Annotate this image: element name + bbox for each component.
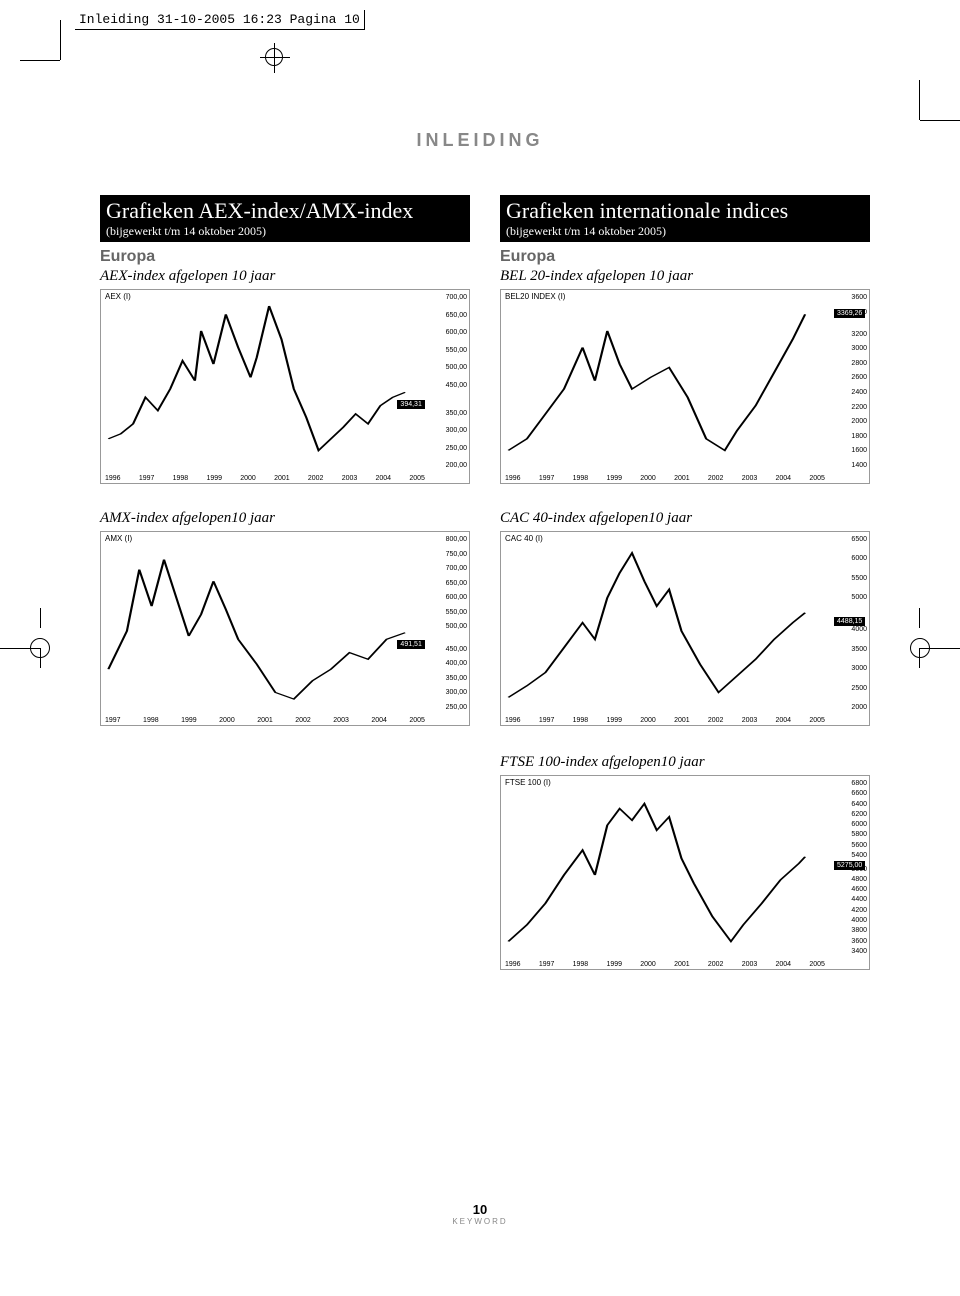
left-region-label: Europa xyxy=(100,248,470,266)
chart-series-label: FTSE 100 (I) xyxy=(505,778,551,787)
ftse-chart: FTSE 100 (I)6800660064006200600058005600… xyxy=(500,775,870,970)
left-box-header: Grafieken AEX-index/AMX-index (bijgewerk… xyxy=(100,195,470,242)
registration-mark xyxy=(265,48,283,66)
aex-chart-title: AEX-index afgelopen 10 jaar xyxy=(100,268,470,285)
crop-mark xyxy=(60,20,61,60)
crop-mark xyxy=(920,120,960,121)
chart-series-label: AEX (I) xyxy=(105,292,131,301)
cac40-column: CAC 40-index afgelopen10 jaar CAC 40 (I)… xyxy=(500,508,870,732)
y-axis-labels: 700,00650,00600,00550,00500,00450,00350,… xyxy=(427,294,467,469)
left-column: Grafieken AEX-index/AMX-index (bijgewerk… xyxy=(100,195,470,490)
crop-mark xyxy=(919,608,920,628)
registration-mark xyxy=(30,638,50,658)
current-value-marker: 394,31 xyxy=(397,400,424,409)
right-region-label: Europa xyxy=(500,248,870,266)
chart-series-label: AMX (I) xyxy=(105,534,132,543)
current-value-marker: 491,51 xyxy=(397,640,424,649)
ftse-block: FTSE 100-index afgelopen10 jaar FTSE 100… xyxy=(500,754,870,970)
bel20-chart: BEL20 INDEX (I) 3600340032003000280026002… xyxy=(500,289,870,484)
bel20-chart-title: BEL 20-index afgelopen 10 jaar xyxy=(500,268,870,285)
x-axis-labels: 1996199719981999200020012002200320042005 xyxy=(105,475,425,482)
x-axis-labels: 199719981999200020012002200320042005 xyxy=(105,717,425,724)
right-box-header: Grafieken internationale indices (bijgew… xyxy=(500,195,870,242)
content-area: Grafieken AEX-index/AMX-index (bijgewerk… xyxy=(100,195,870,976)
aex-chart: AEX (I) 700,00650,00600,00550,00500,00450… xyxy=(100,289,470,484)
prepress-header: Inleiding 31-10-2005 16:23 Pagina 10 xyxy=(75,10,365,30)
left-box-title: Grafieken AEX-index/AMX-index xyxy=(106,198,464,224)
left-box-subtitle: (bijgewerkt t/m 14 oktober 2005) xyxy=(106,224,464,239)
ftse-chart-title: FTSE 100-index afgelopen10 jaar xyxy=(500,754,870,771)
current-value-marker: 5275,00 xyxy=(834,861,865,870)
crop-mark xyxy=(20,60,60,61)
footer-keyword: KEYWORD xyxy=(0,1217,960,1226)
x-axis-labels: 1996199719981999200020012002200320042005 xyxy=(505,717,825,724)
x-axis-labels: 1996199719981999200020012002200320042005 xyxy=(505,475,825,482)
registration-mark xyxy=(910,638,930,658)
amx-chart: AMX (I) 800,00750,00700,00650,00600,00550… xyxy=(100,531,470,726)
cac40-chart: CAC 40 (I)650060005500500040003500300025… xyxy=(500,531,870,726)
right-column: Grafieken internationale indices (bijgew… xyxy=(500,195,870,490)
y-axis-labels: 3600340032003000280026002400220020001800… xyxy=(827,294,867,469)
current-value-marker: 3369,26 xyxy=(834,309,865,318)
chart-series-label: BEL20 INDEX (I) xyxy=(505,292,565,301)
crop-mark xyxy=(919,80,920,120)
y-axis-labels: 800,00750,00700,00650,00600,00550,00500,… xyxy=(427,536,467,711)
right-box-title: Grafieken internationale indices xyxy=(506,198,864,224)
amx-chart-title: AMX-index afgelopen10 jaar xyxy=(100,510,470,527)
chart-series-label: CAC 40 (I) xyxy=(505,534,543,543)
cac40-chart-title: CAC 40-index afgelopen10 jaar xyxy=(500,510,870,527)
amx-column: AMX-index afgelopen10 jaar AMX (I) 800,00… xyxy=(100,508,470,732)
x-axis-labels: 1996199719981999200020012002200320042005 xyxy=(505,961,825,968)
right-box-subtitle: (bijgewerkt t/m 14 oktober 2005) xyxy=(506,224,864,239)
current-value-marker: 4488,15 xyxy=(834,617,865,626)
crop-mark xyxy=(40,608,41,628)
page-footer: 10 KEYWORD xyxy=(0,1202,960,1226)
page-number: 10 xyxy=(0,1202,960,1217)
page-title: INLEIDING xyxy=(0,130,960,151)
